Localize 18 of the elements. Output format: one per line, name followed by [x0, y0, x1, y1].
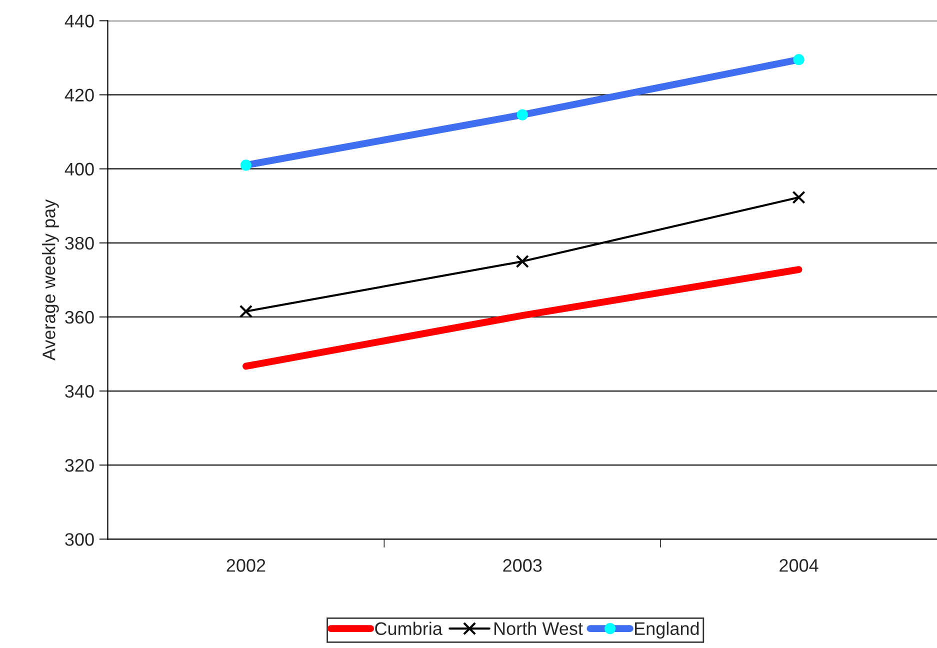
y-tick-label: 380	[65, 236, 94, 250]
y-tick-label: 300	[65, 533, 94, 546]
y-tick-label: 440	[64, 14, 94, 28]
x-tick-label: 2004	[780, 559, 818, 572]
legend-label: North West	[494, 622, 583, 636]
legend-label: Cumbria	[375, 622, 442, 636]
y-tick-label: 320	[65, 459, 94, 472]
y-tick-label: 420	[64, 88, 94, 102]
y-tick-label: 360	[65, 310, 94, 324]
y-axis-title: Average weekly pay	[42, 199, 59, 361]
point	[516, 254, 529, 268]
point	[239, 304, 253, 318]
legend-label: England	[635, 622, 699, 639]
y-tick-label: 340	[65, 384, 94, 398]
x-tick-label: 2002	[226, 559, 266, 572]
x-tick-label: 2003	[503, 559, 542, 572]
point	[792, 190, 806, 204]
y-tick-label: 400	[64, 162, 94, 176]
